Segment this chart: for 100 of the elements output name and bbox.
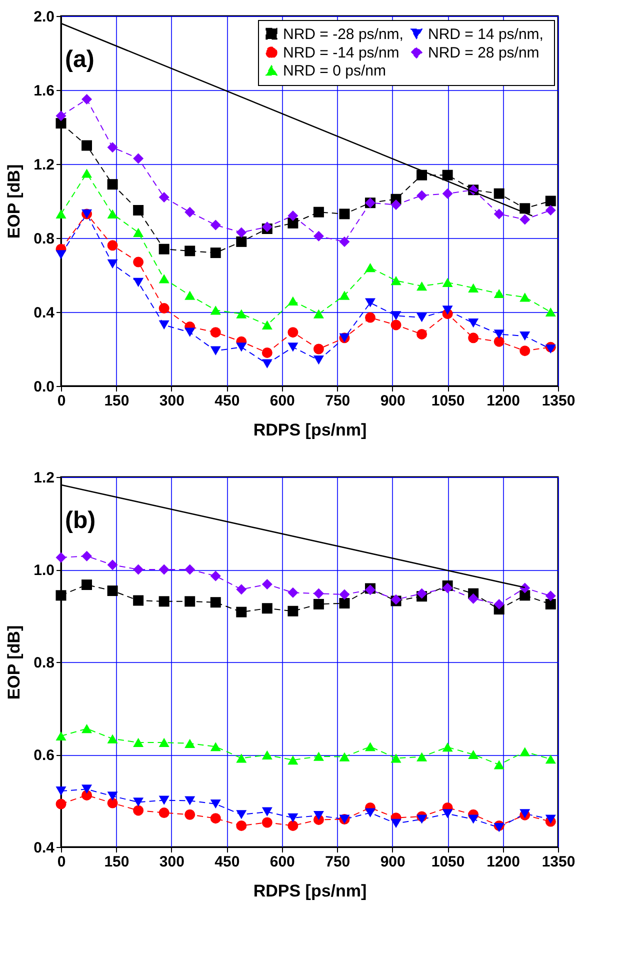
- point: [107, 179, 118, 190]
- y-tick-label: 1.2: [34, 156, 54, 174]
- point: [313, 356, 324, 365]
- x-tick-label: 150: [104, 392, 130, 410]
- point: [390, 199, 402, 210]
- point: [107, 560, 118, 570]
- point: [545, 754, 556, 764]
- point: [184, 290, 196, 300]
- point: [107, 142, 118, 153]
- point: [236, 309, 247, 318]
- legend-label: NRD = -14 ps/nm: [283, 44, 400, 62]
- x-tick-label: 300: [159, 854, 184, 870]
- x-tick-label: 150: [104, 854, 130, 870]
- point: [494, 288, 504, 298]
- point: [107, 209, 118, 218]
- point: [390, 818, 402, 828]
- point: [210, 327, 221, 338]
- point: [494, 336, 504, 347]
- point: [442, 278, 453, 287]
- point: [468, 814, 479, 824]
- legend-label: NRD = 28 ps/nm: [428, 44, 540, 62]
- point: [442, 742, 453, 752]
- point: [262, 750, 272, 760]
- point: [442, 188, 453, 199]
- point: [107, 734, 118, 744]
- y-tick-label: 1.0: [34, 562, 54, 579]
- point: [288, 813, 298, 822]
- point: [520, 582, 530, 594]
- point: [468, 318, 479, 328]
- point: [210, 248, 221, 258]
- point: [184, 738, 196, 748]
- point: [313, 230, 324, 242]
- point: [236, 810, 247, 820]
- point: [133, 798, 144, 807]
- x-tick-label: 600: [270, 392, 295, 410]
- y-tick-label: 1.2: [34, 470, 54, 486]
- point: [184, 564, 196, 575]
- point: [468, 593, 479, 604]
- point: [262, 603, 272, 614]
- x-axis-title: RDPS [ps/nm]: [253, 882, 367, 900]
- point: [545, 307, 556, 317]
- point: [520, 346, 530, 356]
- point: [107, 792, 118, 801]
- point: [520, 747, 530, 756]
- x-tick-label: 450: [214, 392, 240, 410]
- point: [158, 596, 170, 607]
- point: [494, 598, 504, 610]
- point: [133, 805, 144, 816]
- point: [184, 809, 196, 820]
- point: [365, 298, 376, 308]
- point: [416, 814, 428, 824]
- point: [520, 214, 530, 225]
- point: [184, 328, 196, 337]
- point: [545, 344, 556, 354]
- point: [520, 590, 530, 601]
- point: [158, 244, 170, 254]
- point: [416, 752, 428, 762]
- point: [236, 342, 247, 352]
- point: [210, 799, 221, 809]
- point: [288, 210, 298, 222]
- point: [313, 598, 324, 610]
- legend-label: NRD = 0 ps/nm: [283, 62, 386, 80]
- point: [184, 596, 196, 607]
- point: [545, 598, 556, 610]
- point: [236, 227, 247, 238]
- point: [82, 784, 92, 794]
- point: [82, 140, 92, 151]
- point: [365, 808, 376, 818]
- point: [210, 220, 221, 230]
- point: [184, 796, 196, 806]
- point: [262, 579, 272, 590]
- annotation: (b): [65, 507, 96, 534]
- x-tick-label: 0: [57, 854, 66, 870]
- point: [236, 236, 247, 247]
- point: [545, 814, 556, 824]
- point: [262, 359, 272, 368]
- point: [133, 228, 144, 237]
- point: [416, 328, 428, 340]
- y-tick-label: 0.4: [34, 840, 56, 856]
- point: [288, 342, 298, 352]
- point: [494, 330, 504, 339]
- y-tick-label: 2.0: [34, 8, 54, 26]
- point: [468, 750, 479, 760]
- point: [158, 320, 170, 330]
- point: [56, 731, 66, 741]
- point: [133, 278, 144, 287]
- point: [468, 332, 479, 344]
- y-axis-title: EOP [dB]: [4, 625, 24, 700]
- point: [262, 807, 272, 816]
- point: [545, 196, 556, 206]
- point: [158, 303, 170, 314]
- point: [339, 589, 350, 600]
- point: [56, 110, 66, 122]
- point: [82, 550, 92, 562]
- y-tick-label: 0.0: [34, 378, 54, 396]
- x-tick-label: 1050: [431, 392, 465, 410]
- point: [262, 817, 272, 828]
- point: [442, 809, 453, 818]
- point: [288, 756, 298, 765]
- x-tick-label: 0: [57, 392, 66, 410]
